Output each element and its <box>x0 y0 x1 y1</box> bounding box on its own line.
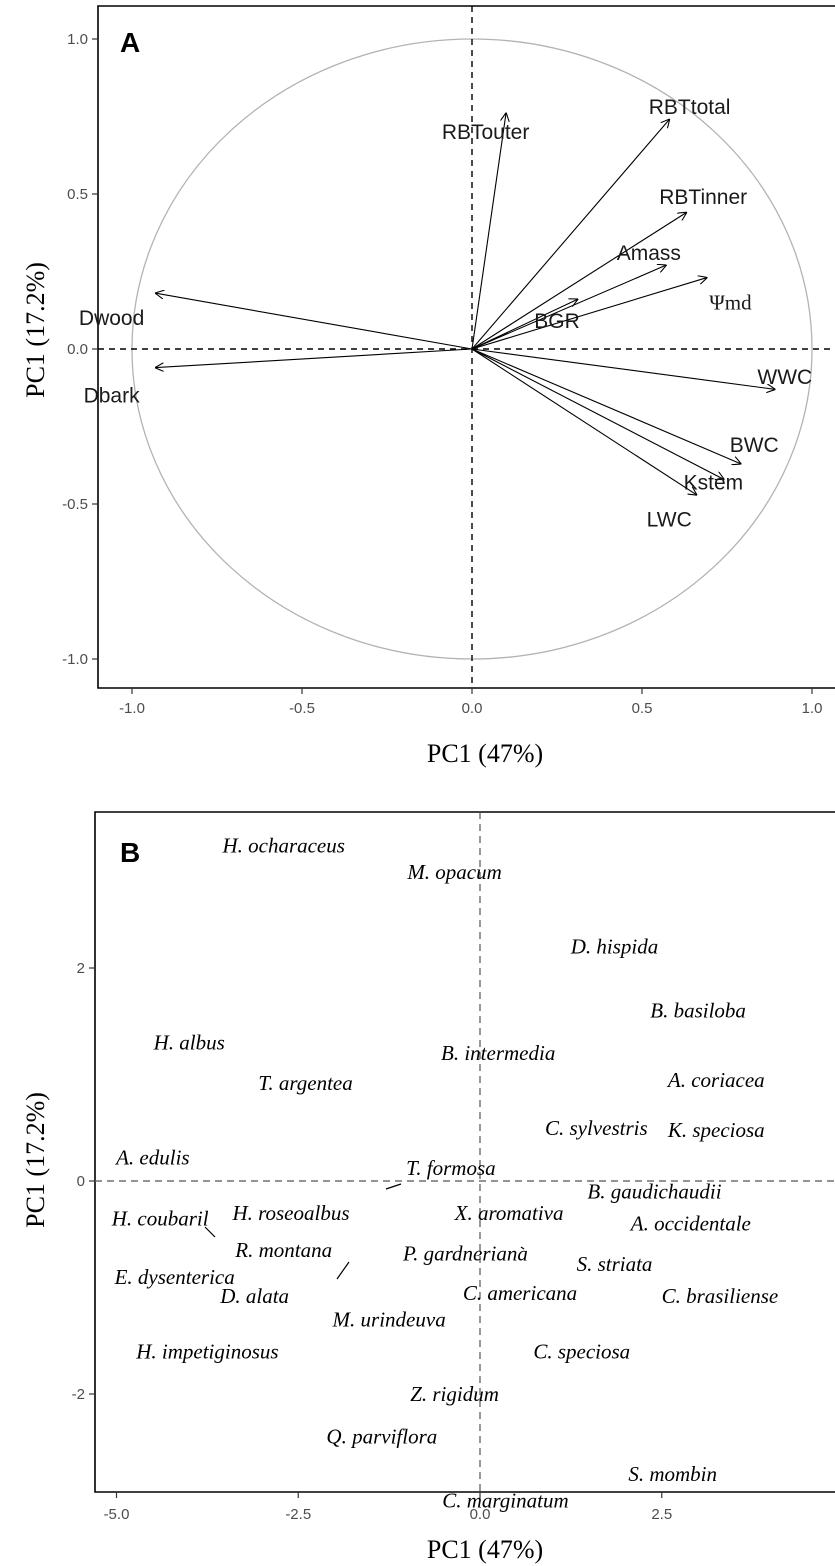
y-tick-label: 0.0 <box>67 341 88 358</box>
x-axis-title: PC1 (47%) <box>427 1535 543 1564</box>
x-tick-label: -0.5 <box>289 700 315 717</box>
x-tick-label: 0.0 <box>462 700 483 717</box>
loading-label: WWC <box>757 366 812 389</box>
species-label: A. edulis <box>114 1146 190 1170</box>
loading-arrow <box>471 265 666 350</box>
x-axis-title: PC1 (47%) <box>427 739 543 768</box>
panel-a-loadings-plot: -1.0 -0.5 0.0 0.5 1.0 -1.0 -0.5 0.0 0.5 1.0 PC1 (4… <box>21 5 835 768</box>
loading-arrow <box>471 348 741 464</box>
label-leader-line <box>336 1261 350 1280</box>
species-label: S. mombin <box>628 1462 717 1486</box>
species-label: Z. rigidum <box>410 1382 499 1406</box>
species-label: P. gardneriana <box>402 1241 528 1265</box>
y-tick-label: -2 <box>72 1386 85 1403</box>
y-tick-label: 2 <box>77 960 85 977</box>
loading-arrow <box>471 348 775 389</box>
loading-label: Amass <box>617 242 681 265</box>
species-label: A. occidentale <box>629 1212 751 1236</box>
species-label: H. impetiginosus <box>135 1339 278 1363</box>
panel-b-frame <box>94 811 835 1493</box>
species-label: M. urindeuva <box>332 1307 446 1331</box>
loading-label: LWC <box>647 509 692 532</box>
x-tick-label: -2.5 <box>285 1506 311 1523</box>
loading-arrow <box>471 348 696 495</box>
x-tick-label: 0.0 <box>470 1506 491 1523</box>
loading-arrow <box>471 348 724 479</box>
x-tick-label: 1.0 <box>802 700 823 717</box>
loading-arrow <box>471 213 686 350</box>
species-label: Q. parviflora <box>326 1425 437 1449</box>
loading-label: Ψmd <box>709 291 752 315</box>
y-tick-label: -0.5 <box>62 496 88 513</box>
panel-label: B <box>120 837 140 868</box>
species-label: R. montana <box>234 1238 332 1262</box>
species-label: E. dysenterica <box>114 1265 235 1289</box>
species-label: D. alata <box>219 1284 289 1308</box>
species-label: C. speciosa <box>533 1339 630 1363</box>
y-axis-title: PC1 (17.2%) <box>21 262 50 398</box>
species-label: H. albus <box>153 1031 225 1055</box>
species-label: B. intermedia <box>441 1041 555 1065</box>
loading-label: RBTtotal <box>649 96 731 119</box>
species-label: A. coriacea <box>666 1068 765 1092</box>
panel-b-scores-plot: -5.0 -2.5 0.0 2.5 2 0 -2 PC1 (47%) PC1 (17.2%) B H… <box>21 811 835 1564</box>
label-leader-line <box>385 1183 402 1190</box>
species-label: S. striata <box>577 1252 653 1276</box>
species-label: B. gaudichaudii <box>587 1180 721 1204</box>
loading-label: Kstem <box>684 471 744 494</box>
species-label: H. coubaril <box>111 1206 209 1230</box>
loading-arrow <box>471 113 506 350</box>
loading-label: RBTinner <box>659 186 747 209</box>
loading-arrow <box>471 278 707 350</box>
species-label: C. marginatum <box>442 1489 568 1513</box>
species-label: C. brasiliense <box>662 1284 779 1308</box>
loading-label: Dbark <box>84 385 141 408</box>
species-label: T. argentea <box>258 1071 353 1095</box>
loading-arrow <box>156 293 473 350</box>
species-label: B. basiloba <box>650 999 746 1023</box>
x-tick-label: 0.5 <box>632 700 653 717</box>
species-label: C. sylvestris <box>545 1116 648 1140</box>
y-tick-label: -1.0 <box>62 651 88 668</box>
label-leader-line <box>520 1246 525 1250</box>
loading-arrow <box>471 120 669 350</box>
species-label: H. roseoalbus <box>231 1201 349 1225</box>
species-label: H. ocharaceus <box>221 834 344 858</box>
species-label: X. aromativa <box>454 1201 564 1225</box>
species-label: M. opacum <box>406 860 501 884</box>
loading-label: BWC <box>730 434 779 457</box>
species-label: T. formosa <box>406 1156 495 1180</box>
y-tick-label: 0.5 <box>67 186 88 203</box>
species-label: C. americana <box>463 1281 577 1305</box>
loading-label: BGR <box>534 310 580 333</box>
panel-label: A <box>120 27 140 58</box>
y-tick-label: 0 <box>77 1173 85 1190</box>
x-tick-label: -5.0 <box>104 1506 130 1523</box>
loading-arrow <box>471 299 577 350</box>
loading-arrow <box>156 348 473 368</box>
x-tick-label: -1.0 <box>119 700 145 717</box>
x-tick-label: 2.5 <box>651 1506 672 1523</box>
species-label: K. speciosa <box>667 1118 765 1142</box>
y-axis-title: PC1 (17.2%) <box>21 1092 50 1228</box>
panel-a-frame <box>97 5 835 689</box>
loading-label: Dwood <box>79 307 144 330</box>
y-tick-label: 1.0 <box>67 31 88 48</box>
loading-label: RBTouter <box>442 121 530 144</box>
label-leader-line <box>204 1226 216 1238</box>
species-label: D. hispida <box>570 935 659 959</box>
